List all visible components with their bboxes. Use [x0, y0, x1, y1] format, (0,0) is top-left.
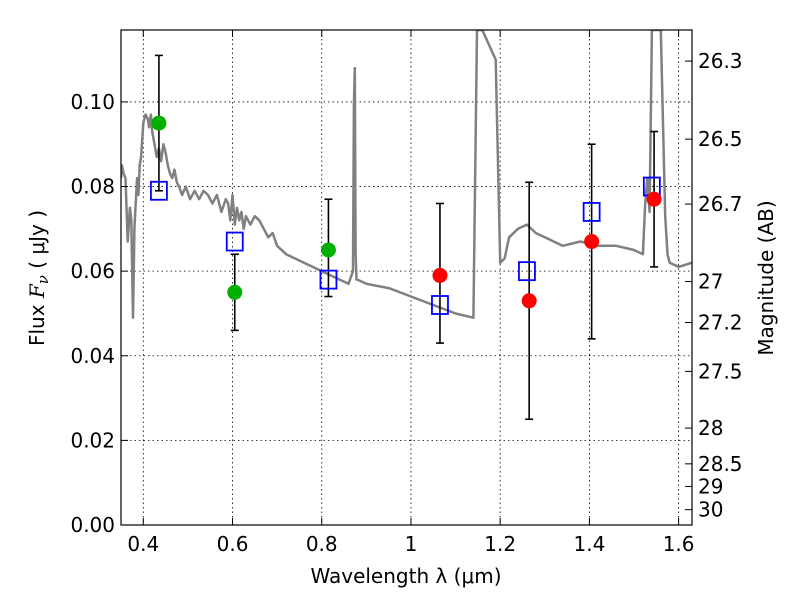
observed-point-green	[151, 115, 167, 131]
y2-tick-label: 27	[698, 270, 723, 294]
model-spectrum-line	[121, 30, 692, 319]
x-tick-label: 1.2	[484, 532, 516, 556]
y2-tick-label: 27.5	[698, 359, 743, 383]
plot-frame	[120, 29, 693, 526]
grid	[121, 30, 692, 526]
observed-point-green	[320, 242, 336, 258]
y2-axis-title: Magnitude (AB)	[754, 200, 778, 355]
y2-tick-label: 28.5	[698, 452, 743, 476]
y2-tick-label: 27.2	[698, 311, 743, 335]
y2-tick-label: 26.5	[698, 127, 743, 151]
y2-tick-label: 29	[698, 474, 723, 498]
model-photometry-square	[225, 231, 244, 252]
y-tick-label: 0.06	[70, 259, 115, 283]
x-tick-label: 1.6	[663, 532, 695, 556]
x-axis-title: Wavelength λ (μm)	[310, 564, 501, 588]
y2-tick-label: 28	[698, 416, 723, 440]
model-photometry-square	[319, 269, 338, 290]
model-photometry-square	[582, 202, 601, 222]
y2-tick-label: 26.3	[698, 49, 743, 73]
observed-point-red	[646, 191, 662, 207]
x-tick-label: 0.4	[127, 532, 159, 556]
model-photometry-square	[150, 180, 168, 201]
y2-tick-label: 30	[698, 498, 723, 522]
model-photometry-square	[431, 295, 449, 315]
y2-tick-label: 26.7	[698, 192, 743, 216]
y-tick-label: 0.00	[70, 513, 115, 537]
observed-point-green	[227, 284, 243, 300]
y-tick-label: 0.02	[70, 428, 115, 452]
x-tick-label: 0.8	[306, 532, 338, 556]
y-tick-label: 0.04	[70, 344, 115, 368]
x-tick-label: 1	[405, 532, 418, 556]
data-layer	[121, 30, 692, 421]
x-tick-label: 1.4	[573, 532, 605, 556]
y-tick-label: 0.08	[70, 175, 115, 199]
model-photometry-square	[518, 261, 536, 282]
observed-point-red	[432, 267, 448, 283]
observed-point-red	[521, 293, 537, 309]
x-tick-label: 0.6	[217, 532, 249, 556]
y-tick-label: 0.10	[70, 90, 115, 114]
y-axis-title: Flux Fν ( μJy )	[25, 210, 52, 346]
observed-point-red	[584, 234, 600, 250]
ticks: 0.4 0.6 0.8 1 1.2 1.4 1.6 0.00 0.02 0.04 0.06 0.08 0…	[70, 30, 743, 556]
